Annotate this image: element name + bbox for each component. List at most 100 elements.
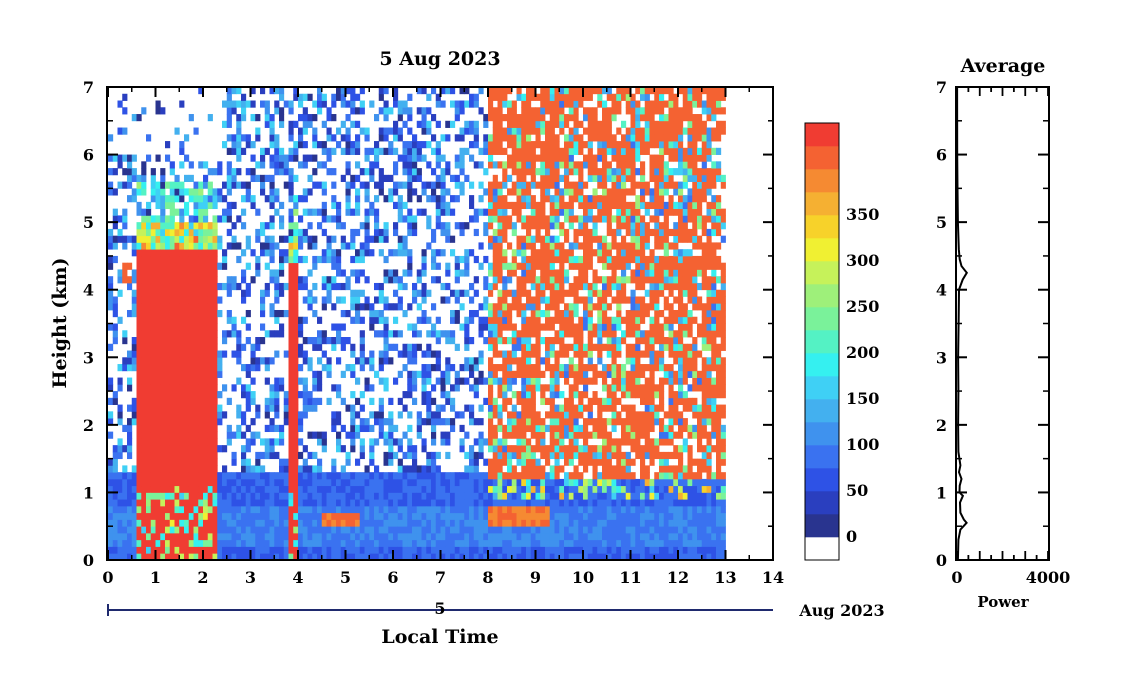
heatmap-cell [136, 303, 142, 311]
heatmap-cell [540, 168, 546, 176]
heatmap-cell [421, 364, 427, 372]
heatmap-cell [388, 478, 394, 487]
heatmap-cell [378, 539, 384, 547]
heatmap-cell [203, 465, 209, 473]
heatmap-cell [516, 188, 522, 196]
heatmap-cell [169, 303, 175, 311]
heatmap-cell [440, 519, 446, 527]
heatmap-cell [160, 438, 166, 446]
heatmap-cell [497, 188, 503, 196]
heatmap-cell [445, 120, 451, 128]
heatmap-cell [169, 438, 175, 446]
heatmap-cell [469, 532, 475, 541]
heatmap-cell [407, 343, 413, 351]
heatmap-cell [602, 107, 608, 115]
heatmap-cell [188, 357, 194, 365]
heatmap-cell [568, 364, 574, 372]
heatmap-cell [331, 424, 337, 433]
heatmap-cell [245, 141, 251, 149]
heatmap-cell [298, 242, 304, 250]
heatmap-cell [568, 161, 574, 169]
heatmap-cell [345, 147, 351, 155]
heatmap-cell [298, 330, 304, 338]
heatmap-cell [559, 512, 565, 520]
heatmap-cell [169, 377, 175, 385]
heatmap-cell [492, 255, 498, 264]
heatmap-cell [421, 316, 427, 324]
heatmap-cell [141, 431, 147, 439]
heatmap-cell [374, 546, 380, 554]
heatmap-cell [545, 168, 551, 176]
heatmap-cell [393, 120, 399, 128]
heatmap-cell [136, 255, 142, 264]
heatmap-cell [592, 228, 598, 237]
heatmap-cell [340, 424, 346, 433]
heatmap-cell [421, 107, 427, 115]
heatmap-cell [549, 485, 555, 493]
heatmap-cell [241, 249, 247, 257]
heatmap-cell [583, 350, 589, 358]
heatmap-cell [502, 222, 508, 230]
heatmap-cell [397, 330, 403, 338]
heatmap-cell [530, 499, 536, 507]
heatmap-cell [573, 114, 579, 122]
heatmap-cell [412, 296, 418, 304]
heatmap-cell [150, 404, 156, 412]
heatmap-cell [260, 323, 266, 331]
heatmap-cell [488, 418, 494, 426]
heatmap-cell [488, 465, 494, 473]
heatmap-cell [478, 303, 484, 311]
heatmap-cell [440, 330, 446, 338]
heatmap-cell [526, 154, 532, 162]
heatmap-cell [207, 343, 213, 351]
heatmap-cell [412, 451, 418, 460]
heatmap-cell [459, 87, 465, 95]
heatmap-cell [207, 546, 213, 554]
heatmap-cell [274, 107, 280, 115]
heatmap-cell [530, 120, 536, 128]
heatmap-cell [169, 458, 175, 466]
heatmap-cell [602, 512, 608, 520]
heatmap-cell [388, 276, 394, 284]
heatmap-cell [131, 174, 137, 182]
heatmap-cell [203, 269, 209, 277]
heatmap-cell [207, 181, 213, 189]
heatmap-cell [355, 147, 361, 155]
heatmap-cell [583, 458, 589, 466]
heatmap-cell [597, 337, 603, 345]
heatmap-cell [469, 370, 475, 378]
heatmap-cell [545, 526, 551, 534]
heatmap-cell [307, 451, 313, 460]
heatmap-cell [516, 492, 522, 500]
heatmap-cell [193, 249, 199, 257]
heatmap-cell [521, 337, 527, 345]
heatmap-cell [464, 337, 470, 345]
heatmap-cell [502, 505, 508, 514]
heatmap-cell [507, 222, 513, 230]
heatmap-cell [583, 451, 589, 460]
heatmap-cell [431, 512, 437, 520]
heatmap-cell [497, 296, 503, 304]
heatmap-cell [165, 215, 171, 223]
heatmap-cell [454, 276, 460, 284]
heatmap-cell [412, 323, 418, 331]
heatmap-cell [359, 539, 365, 547]
heatmap-cell [293, 424, 299, 433]
heatmap-cell [478, 505, 484, 514]
heatmap-cell [160, 465, 166, 473]
heatmap-cell [336, 249, 342, 257]
heatmap-cell [402, 215, 408, 223]
heatmap-cell [488, 316, 494, 324]
heatmap-cell [136, 411, 142, 419]
heatmap-cell [549, 127, 555, 135]
heatmap-cell [245, 499, 251, 507]
heatmap-cell [383, 114, 389, 122]
heatmap-cell [250, 364, 256, 372]
heatmap-cell [435, 262, 441, 270]
heatmap-cell [583, 127, 589, 135]
heatmap-cell [108, 181, 114, 189]
heatmap-cell [397, 296, 403, 304]
heatmap-cell [535, 512, 541, 520]
heatmap-cell [530, 519, 536, 527]
heatmap-cell [150, 391, 156, 399]
